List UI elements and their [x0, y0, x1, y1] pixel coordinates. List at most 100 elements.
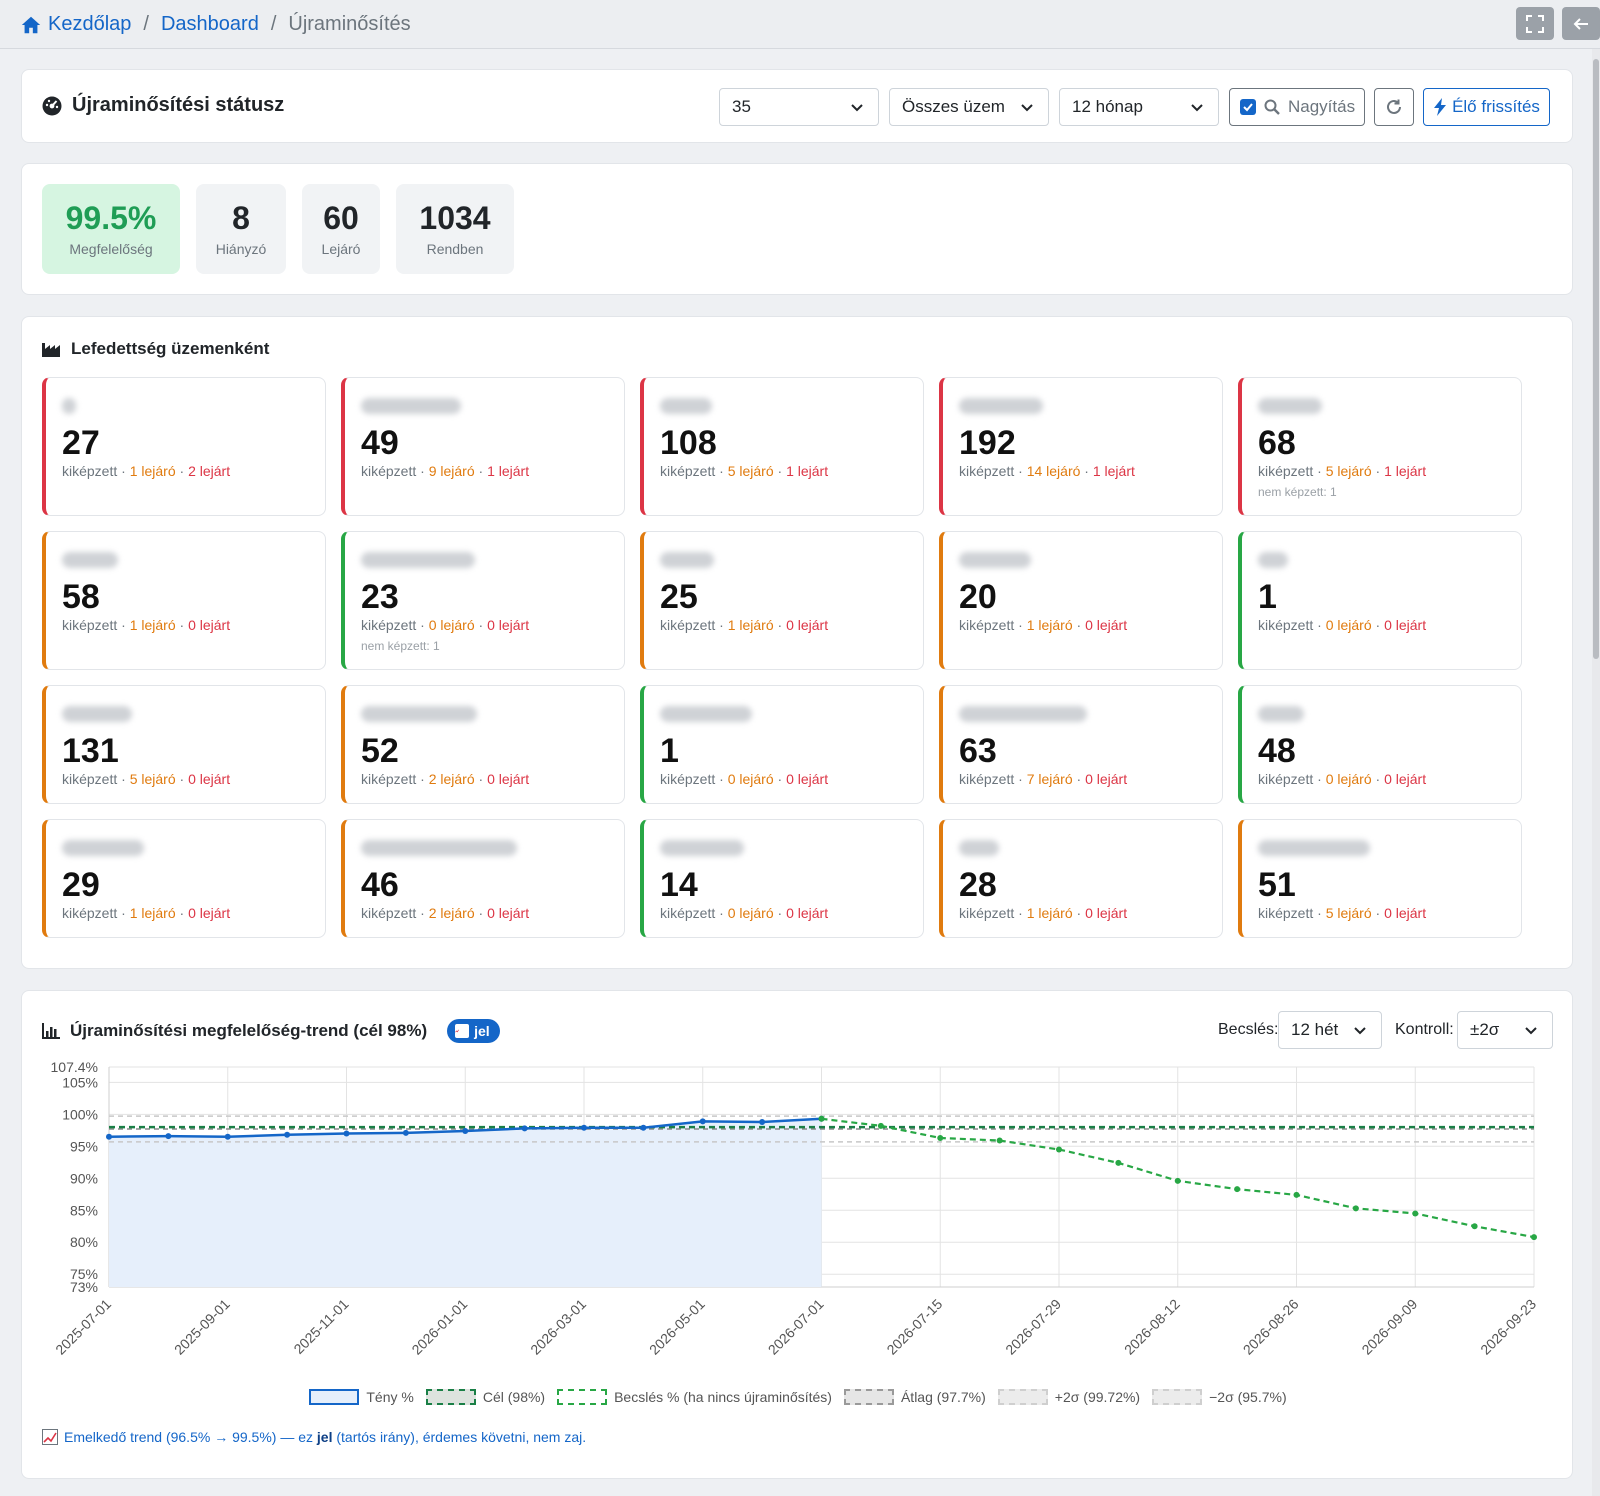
actual-point[interactable]	[106, 1133, 112, 1140]
plant-card[interactable]: 28 kiképzett · 1 lejáró · 0 lejárt	[939, 819, 1223, 938]
top-bar: Kezdőlap / Dashboard / Újraminősítés	[0, 0, 1600, 49]
plant-card[interactable]: 46 kiképzett · 2 lejáró · 0 lejárt	[341, 819, 625, 938]
separator: ·	[715, 771, 728, 787]
plant-meta: kiképzett · 1 lejáró · 0 lejárt	[660, 617, 828, 633]
trained-label: kiképzett	[959, 905, 1015, 921]
forecast-point[interactable]	[996, 1137, 1003, 1144]
kpi-value: 8	[232, 200, 250, 236]
scrollbar[interactable]	[1592, 49, 1600, 1496]
actual-point[interactable]	[462, 1127, 469, 1134]
legend-item-target[interactable]: Cél (98%)	[425, 1389, 546, 1405]
separator: ·	[416, 905, 429, 921]
plant-card[interactable]: 49 kiképzett · 9 lejáró · 1 lejárt	[341, 377, 625, 516]
legend-label: Átlag (97.7%)	[900, 1389, 986, 1405]
forecast-point[interactable]	[1115, 1159, 1122, 1166]
forecast-point[interactable]	[877, 1122, 884, 1129]
separator: ·	[1371, 617, 1385, 633]
kpi-ok: 1034 Rendben	[396, 184, 514, 274]
control-select[interactable]: ±2σ	[1457, 1011, 1553, 1049]
plant-card[interactable]: 23 kiképzett · 0 lejáró · 0 lejárt nem kép…	[341, 531, 625, 670]
plant-trained-count: 25	[660, 578, 698, 616]
x-tick-label: 2026-07-29	[1002, 1296, 1064, 1358]
actual-point[interactable]	[640, 1124, 647, 1131]
refresh-icon	[1387, 99, 1401, 114]
checkbox-checked-icon[interactable]	[1240, 99, 1256, 115]
forecast-point[interactable]	[1056, 1146, 1062, 1153]
forecast-point[interactable]	[1412, 1210, 1419, 1217]
forecast-point[interactable]	[1531, 1234, 1537, 1241]
plant-card[interactable]: 192 kiképzett · 14 lejáró · 1 lejárt	[939, 377, 1223, 516]
separator: ·	[175, 771, 189, 787]
separator: ·	[773, 905, 787, 921]
actual-point[interactable]	[224, 1133, 231, 1140]
plant-trained-count: 48	[1258, 732, 1296, 770]
plant-card[interactable]: 29 kiképzett · 1 lejáró · 0 lejárt	[42, 819, 326, 938]
live-refresh-button[interactable]: Élő frissítés	[1423, 88, 1550, 126]
plant-card[interactable]: 131 kiképzett · 5 lejáró · 0 lejárt	[42, 685, 326, 804]
legend-item-upper[interactable]: +2σ (99.72%)	[997, 1389, 1140, 1405]
actual-point[interactable]	[581, 1124, 587, 1131]
plant-card[interactable]: 20 kiképzett · 1 lejáró · 0 lejárt	[939, 531, 1223, 670]
kpi-missing: 8 Hiányzó	[196, 184, 286, 274]
plant-name-redacted	[660, 706, 752, 722]
plant-meta: kiképzett · 0 lejáró · 0 lejárt	[660, 771, 828, 787]
actual-point[interactable]	[284, 1131, 291, 1138]
breadcrumb-home[interactable]: Kezdőlap	[48, 13, 132, 35]
forecast-point[interactable]	[1352, 1205, 1359, 1212]
plant-card[interactable]: 58 kiképzett · 1 lejáró · 0 lejárt	[42, 531, 326, 670]
plant-card[interactable]: 52 kiképzett · 2 lejáró · 0 lejárt	[341, 685, 625, 804]
legend-item-actual[interactable]: Tény %	[309, 1389, 414, 1405]
plant-card[interactable]: 14 kiképzett · 0 lejáró · 0 lejárt	[640, 819, 924, 938]
plant-card[interactable]: 68 kiképzett · 5 lejáró · 1 lejárt nem kép…	[1238, 377, 1522, 516]
plant-card[interactable]: 27 kiképzett · 1 lejáró · 2 lejárt	[42, 377, 326, 516]
legend-label: Cél (98%)	[482, 1389, 546, 1405]
bar-chart-icon	[42, 1023, 60, 1039]
forecast-point[interactable]	[818, 1115, 825, 1122]
plant-name-redacted	[1258, 398, 1322, 414]
back-button[interactable]	[1562, 7, 1600, 40]
actual-point[interactable]	[343, 1130, 350, 1137]
legend-item-lower[interactable]: −2σ (95.7%)	[1152, 1389, 1287, 1405]
expired-count: 0 lejárt	[1085, 905, 1128, 921]
forecast-point[interactable]	[1174, 1177, 1181, 1184]
actual-point[interactable]	[521, 1125, 528, 1132]
plant-card[interactable]: 108 kiképzett · 5 lejáró · 1 lejárt	[640, 377, 924, 516]
trained-label: kiképzett	[660, 617, 716, 633]
legend-item-forecast[interactable]: Becslés % (ha nincs újraminősítés)	[557, 1389, 832, 1405]
x-tick-label: 2026-03-01	[527, 1296, 589, 1358]
separator: ·	[1080, 463, 1093, 479]
plant-card[interactable]: 48 kiképzett · 0 lejáró · 0 lejárt	[1238, 685, 1522, 804]
zoom-toggle[interactable]: Nagyítás	[1229, 88, 1365, 126]
plant-card[interactable]: 51 kiképzett · 5 lejáró · 0 lejárt	[1238, 819, 1522, 938]
fullscreen-button[interactable]	[1516, 7, 1554, 40]
count-select[interactable]: 35	[719, 88, 879, 126]
separator: ·	[1014, 771, 1027, 787]
forecast-point[interactable]	[937, 1134, 944, 1141]
forecast-point[interactable]	[1293, 1191, 1300, 1198]
plant-name-redacted	[660, 398, 712, 414]
trained-label: kiképzett	[660, 771, 716, 787]
plant-card[interactable]: 25 kiképzett · 1 lejáró · 0 lejárt	[640, 531, 924, 670]
trained-label: kiképzett	[1258, 905, 1314, 921]
forecast-point[interactable]	[1234, 1186, 1241, 1193]
actual-point[interactable]	[402, 1129, 409, 1136]
breadcrumb: Kezdőlap / Dashboard / Újraminősítés	[20, 13, 411, 36]
forecast-point[interactable]	[1471, 1223, 1478, 1230]
actual-point[interactable]	[165, 1133, 172, 1140]
plant-select[interactable]: Összes üzem	[889, 88, 1049, 126]
actual-point[interactable]	[699, 1118, 706, 1125]
plant-meta: kiképzett · 2 lejáró · 0 lejárt	[361, 771, 529, 787]
kpi-value: 1034	[419, 200, 491, 236]
signal-badge[interactable]: jel	[447, 1019, 500, 1043]
forecast-select[interactable]: 12 hét	[1278, 1011, 1382, 1049]
plant-card[interactable]: 1 kiképzett · 0 lejáró · 0 lejárt	[640, 685, 924, 804]
legend-item-mean[interactable]: Átlag (97.7%)	[843, 1389, 986, 1405]
breadcrumb-dashboard[interactable]: Dashboard	[160, 13, 259, 35]
plant-card[interactable]: 1 kiképzett · 0 lejáró · 0 lejárt	[1238, 531, 1522, 670]
plant-card[interactable]: 63 kiképzett · 7 lejáró · 0 lejárt	[939, 685, 1223, 804]
actual-point[interactable]	[759, 1119, 766, 1125]
scrollbar-thumb[interactable]	[1593, 59, 1599, 659]
plant-meta: kiképzett · 5 lejáró · 0 lejárt	[1258, 905, 1426, 921]
refresh-button[interactable]	[1374, 88, 1414, 126]
period-select[interactable]: 12 hónap	[1059, 88, 1219, 126]
